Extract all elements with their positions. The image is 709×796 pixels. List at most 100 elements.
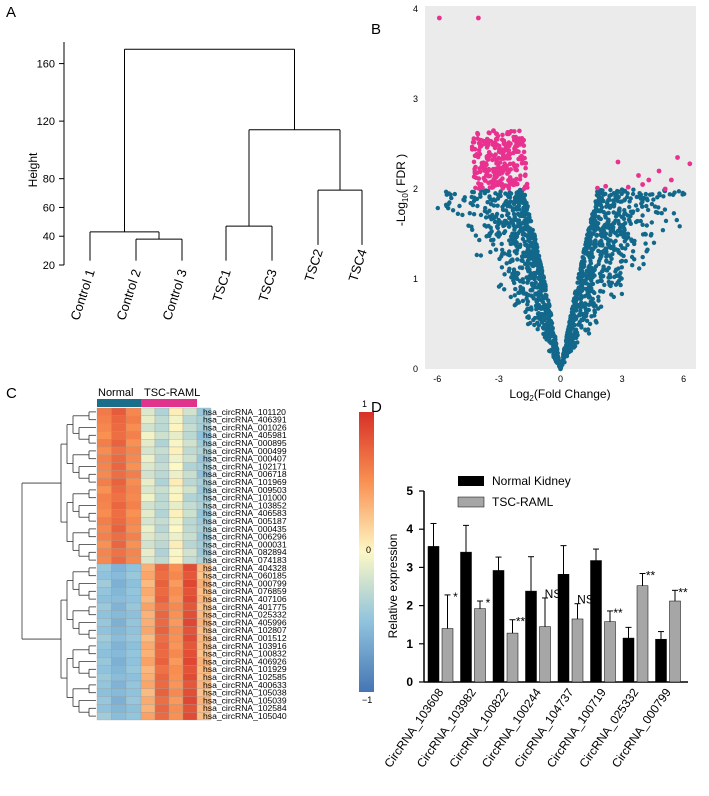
volcano-point-ns [539, 269, 545, 275]
volcano-point-sig [483, 139, 488, 144]
heatmap-cell [182, 665, 198, 674]
volcano-point-ns [452, 191, 457, 197]
volcano-point-ns [591, 289, 596, 294]
heatmap-cell [154, 462, 170, 471]
heatmap-cell [111, 556, 127, 565]
volcano-point-ns [525, 307, 530, 312]
heatmap-cell [125, 524, 142, 533]
volcano-point-ns [539, 286, 544, 291]
volcano-point-ns [655, 210, 660, 215]
volcano-point-ns [628, 214, 633, 219]
volcano-point-sig [506, 151, 512, 156]
volcano-point-ns [634, 194, 639, 200]
heatmap-cell [140, 431, 156, 440]
heatmap-cell [154, 439, 170, 448]
volcano-x-tick-label: 0 [558, 374, 563, 384]
heatmap-cell [168, 626, 184, 635]
heatmap-row-label: hsa_circRNA_000895 [203, 438, 287, 448]
heatmap-cell [154, 704, 170, 713]
heatmap-cell [140, 493, 156, 502]
volcano-point-ns [536, 290, 541, 295]
bar-normal-kidney [492, 570, 505, 683]
volcano-point-ns [506, 224, 512, 229]
volcano-point-sig [480, 185, 485, 191]
heatmap-cell [140, 470, 156, 479]
heatmap-cell [168, 673, 184, 682]
dendrogram-leaf-label: Control 1 [67, 267, 98, 322]
volcano-point-sig [486, 173, 491, 179]
volcano-point-sig [503, 141, 509, 147]
volcano-point-ns [502, 218, 507, 224]
volcano-point-ns [576, 275, 581, 280]
heatmap-cell [154, 595, 170, 604]
volcano-point-ns [630, 210, 635, 216]
panel-a-label: A [6, 4, 16, 21]
volcano-point-sig [475, 132, 481, 137]
volcano-point-ns [614, 273, 619, 278]
volcano-point-ns [604, 268, 610, 273]
volcano-point-ns [595, 189, 600, 194]
volcano-point-ns [512, 276, 517, 281]
heatmap-cell [140, 673, 156, 682]
volcano-point-ns [523, 242, 528, 248]
volcano-point-ns [460, 212, 465, 218]
dendrogram-leaf-label: Control 3 [159, 267, 190, 322]
volcano-point-ns [622, 197, 628, 202]
volcano-point-sig [507, 175, 513, 180]
volcano-point-ns [447, 200, 452, 205]
heatmap-cell [96, 415, 112, 424]
volcano-point-sig [473, 164, 478, 170]
heatmap-cell [182, 509, 198, 518]
heatmap-cell [154, 470, 170, 479]
volcano-point-ns [532, 322, 537, 328]
heatmap-row-label: hsa_circRNA_105039 [203, 695, 287, 705]
volcano-x-tick-label: -6 [433, 374, 441, 384]
volcano-point-ns [596, 298, 601, 303]
volcano-point-ns [588, 217, 594, 222]
heatmap-cell [182, 579, 198, 588]
volcano-x-label-sub: 2 [529, 394, 534, 403]
volcano-point-ns [489, 238, 494, 243]
volcano-point-sig [506, 184, 512, 190]
volcano-point-sig [615, 159, 621, 165]
heatmap-row-label: hsa_circRNA_100832 [203, 649, 287, 659]
bar-normal-kidney [525, 590, 537, 683]
volcano-point-ns [519, 200, 524, 205]
heatmap-cell [111, 470, 127, 479]
volcano-point-ns [586, 229, 592, 235]
heatmap-row-label: hsa_circRNA_103852 [203, 500, 287, 510]
volcano-point-ns [444, 203, 449, 209]
volcano-point-ns [525, 276, 530, 281]
volcano-point-ns [680, 190, 685, 196]
volcano-point-ns [513, 231, 518, 236]
heatmap-cell [111, 712, 127, 721]
volcano-point-ns [592, 218, 598, 223]
heatmap-cell [111, 548, 127, 557]
volcano-y-tick-label: 1 [413, 274, 418, 284]
volcano-point-ns [618, 282, 623, 288]
volcano-point-ns [572, 314, 577, 319]
volcano-point-sig [508, 167, 513, 172]
volcano-point-sig [503, 145, 509, 151]
heatmap-cell [96, 478, 112, 487]
volcano-point-ns [525, 211, 531, 217]
volcano-point-ns [513, 236, 518, 241]
volcano-point-ns [495, 192, 501, 198]
volcano-x-label: Log2(Fold Change) [509, 387, 610, 403]
heatmap-row-label: hsa_circRNA_000407 [203, 454, 287, 464]
heatmap-cell [168, 641, 184, 650]
volcano-point-ns [571, 318, 577, 323]
volcano-point-ns [536, 265, 541, 270]
panel-d-label: D [371, 399, 382, 416]
volcano-point-sig [474, 152, 480, 157]
volcano-point-ns [502, 202, 507, 207]
heatmap-cell [154, 587, 170, 596]
volcano-point-sig [501, 138, 507, 143]
heatmap-cell [96, 493, 112, 502]
volcano-point-ns [492, 219, 498, 225]
volcano-point-ns [535, 260, 540, 266]
volcano-point-ns [643, 241, 648, 246]
heatmap-cell [111, 563, 127, 572]
volcano-point-ns [586, 287, 592, 292]
volcano-point-ns [592, 310, 598, 315]
